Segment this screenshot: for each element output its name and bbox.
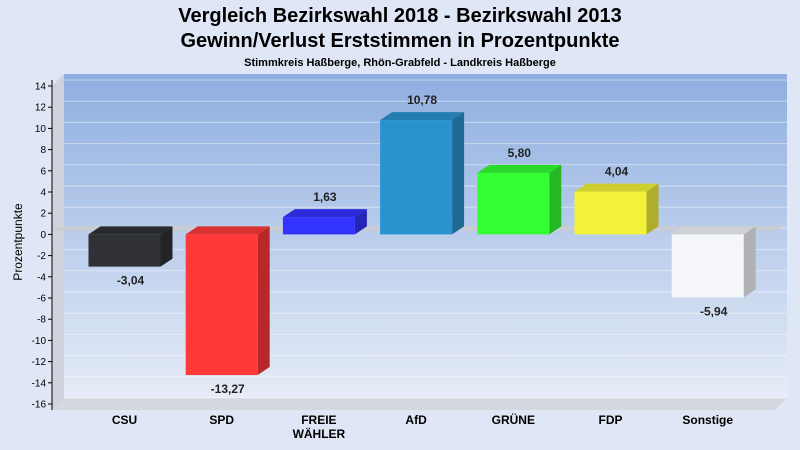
chart-subtitle: Stimmkreis Haßberge, Rhön-Grabfeld - Lan… [244, 57, 556, 69]
y-tick-label: 10 [35, 124, 47, 135]
x-tick-label: WÄHLER [293, 426, 346, 441]
bar-side [452, 112, 465, 235]
data-label: -3,04 [117, 274, 145, 288]
chart-title-line-1: Vergleich Bezirkswahl 2018 - Bezirkswahl… [178, 5, 622, 27]
bar-group: -5,94 [671, 226, 756, 318]
y-axis-ticks: 14 12 10 8 6 4 2 0 -2 -4 -6 -8 -10 -12 -14 -16 [32, 82, 52, 411]
plot-area: -3,04 -13,27 1,63 10,78 5,80 4,04 -5,94 [52, 74, 787, 410]
y-tick-label: -16 [32, 400, 47, 411]
y-tick-label: 8 [40, 145, 46, 156]
x-tick-label: AfD [405, 413, 427, 427]
plot-floor [52, 398, 787, 410]
y-tick-label: -2 [37, 251, 46, 262]
data-label: -5,94 [700, 304, 728, 318]
bar-group: -13,27 [185, 226, 270, 396]
x-tick-label: FREIE [301, 413, 336, 427]
data-label: 4,04 [605, 165, 629, 179]
bar-side [257, 226, 270, 376]
bar [185, 234, 258, 376]
y-tick-label: 6 [40, 166, 46, 177]
chart-title-line-2: Gewinn/Verlust Erststimmen in Prozentpun… [181, 30, 620, 52]
y-tick-label: 12 [35, 103, 47, 114]
bar-top [574, 183, 659, 192]
bar-group: -3,04 [88, 226, 173, 288]
bar [282, 217, 355, 235]
x-tick-label: CSU [112, 413, 137, 427]
y-tick-label: 0 [40, 230, 46, 241]
data-label: 10,78 [407, 93, 437, 107]
bar-top [282, 209, 367, 218]
x-tick-label: Sonstige [682, 413, 733, 427]
y-tick-label: 14 [35, 82, 47, 93]
bar-top [671, 226, 756, 235]
bar-top [380, 112, 465, 121]
bar-side [549, 164, 562, 235]
bar-side [646, 183, 659, 235]
bars: -3,04 -13,27 1,63 10,78 5,80 4,04 -5,94 [88, 93, 756, 396]
data-label: 5,80 [508, 146, 532, 160]
y-tick-label: -10 [32, 336, 47, 347]
y-tick-label: -12 [32, 357, 47, 368]
bar-group: 1,63 [282, 190, 367, 235]
y-tick-label: 4 [40, 188, 46, 199]
x-tick-label: FDP [599, 413, 623, 427]
bar-top [185, 226, 270, 235]
x-tick-label: GRÜNE [492, 412, 535, 427]
bar-top [477, 164, 562, 173]
bar-group: 5,80 [477, 146, 562, 235]
data-label: 1,63 [313, 190, 337, 204]
y-tick-label: -6 [37, 294, 46, 305]
data-label: -13,27 [211, 382, 245, 396]
bar [574, 191, 647, 235]
bar-side [160, 226, 173, 267]
bar-side [354, 209, 367, 235]
bar-group: 4,04 [574, 165, 659, 235]
bar [380, 120, 453, 235]
y-axis-label: Prozentpunkte [11, 203, 25, 281]
bar-side [743, 226, 756, 298]
bar [477, 172, 550, 235]
y-tick-label: 2 [40, 209, 46, 220]
bar-group: 10,78 [380, 93, 465, 235]
y-tick-label: -14 [32, 378, 47, 389]
bar-top [88, 226, 173, 235]
bar [671, 234, 744, 298]
x-tick-label: SPD [209, 413, 234, 427]
bar [88, 234, 161, 267]
y-tick-label: -8 [37, 315, 46, 326]
plot-side-wall [52, 74, 64, 410]
y-tick-label: -4 [37, 272, 46, 283]
